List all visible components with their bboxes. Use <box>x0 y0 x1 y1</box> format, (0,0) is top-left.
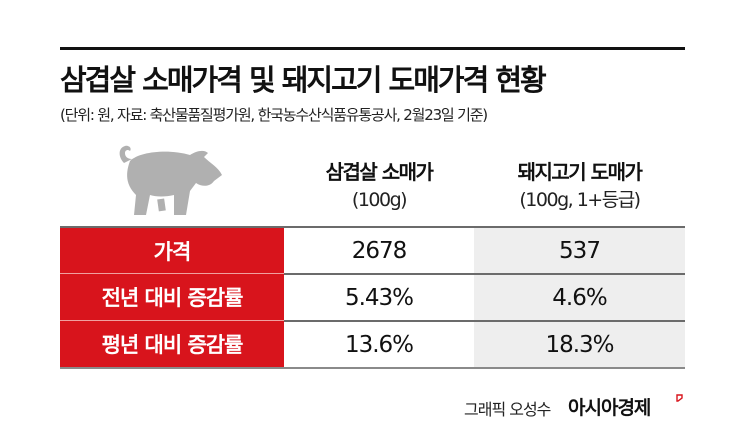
table-row-avg-year-change: 평년 대비 증감률 13.6% 18.3% <box>60 320 685 369</box>
column-unit: (100g) <box>351 189 408 211</box>
column-header-pork-wholesale: 돼지고기 도매가 (100g, 1+등급) <box>474 158 685 214</box>
row-label: 평년 대비 증감률 <box>60 320 284 367</box>
column-name: 돼지고기 도매가 <box>517 160 643 184</box>
row-label: 가격 <box>60 228 284 273</box>
row-label: 전년 대비 증감률 <box>60 273 284 320</box>
pig-icon <box>119 145 222 215</box>
column-unit: (100g, 1+등급) <box>519 189 641 211</box>
chart-title: 삼겹살 소매가격 및 돼지고기 도매가격 현황 <box>60 63 547 97</box>
table-row-price: 가격 2678 537 <box>60 226 685 273</box>
cell-value: 2678 <box>284 228 474 273</box>
cell-value: 5.43% <box>284 275 474 320</box>
top-rule <box>60 47 685 50</box>
column-header-pork-belly-retail: 삼겹살 소매가 (100g) <box>284 158 474 214</box>
graphic-credit: 그래픽 오성수 <box>464 400 551 419</box>
brand-logo-text: 아시아경제 <box>568 397 651 419</box>
price-table: 가격 2678 537 전년 대비 증감률 5.43% 4.6% 평년 대비 증… <box>60 226 685 369</box>
cell-value: 4.6% <box>474 275 685 320</box>
column-name: 삼겹살 소매가 <box>325 160 434 184</box>
cell-value: 537 <box>474 228 685 273</box>
chart-subtitle: (단위: 원, 자료: 축산물품질평가원, 한국농수산식품유통공사, 2월23일… <box>60 106 488 124</box>
cell-value: 13.6% <box>284 322 474 367</box>
brand-mark-icon <box>676 394 683 402</box>
table-row-yoy-change: 전년 대비 증감률 5.43% 4.6% <box>60 273 685 320</box>
cell-value: 18.3% <box>474 322 685 367</box>
